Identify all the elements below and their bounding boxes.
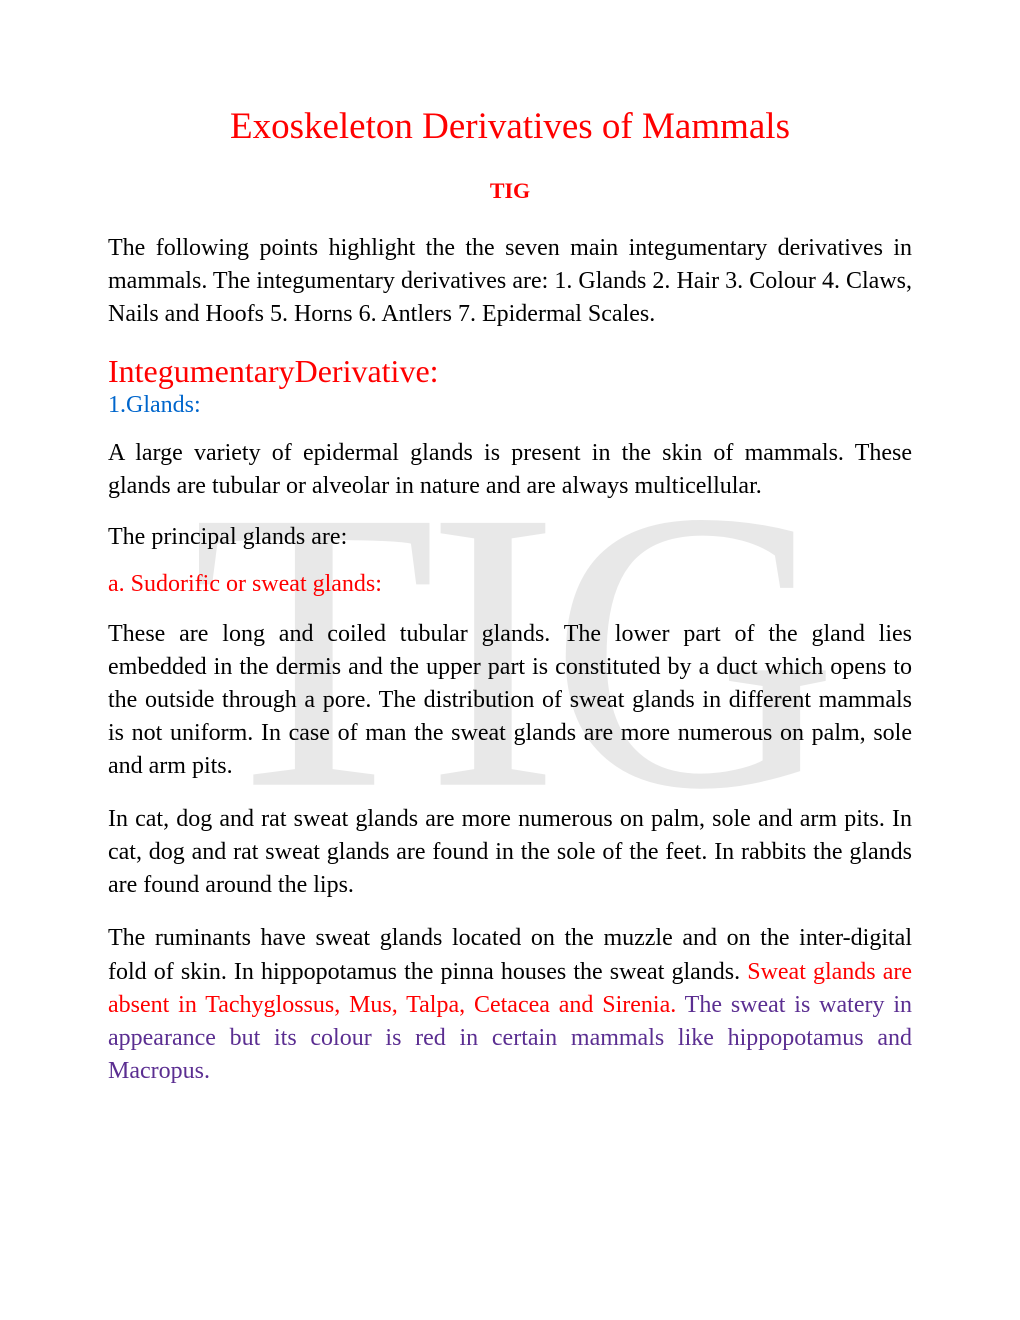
section-heading: IntegumentaryDerivative: — [108, 353, 912, 390]
sudorific-para1: These are long and coiled tubular glands… — [108, 618, 912, 784]
principal-glands-line: The principal glands are: — [108, 524, 912, 551]
glands-description: A large variety of epidermal glands is p… — [108, 437, 912, 503]
sub-heading-glands: 1.Glands: — [108, 392, 912, 419]
intro-paragraph: The following points highlight the the s… — [108, 232, 912, 331]
tig-label: TIG — [108, 178, 912, 204]
document-content: Exoskeleton Derivatives of Mammals TIG T… — [108, 105, 912, 1088]
sudorific-heading: a. Sudorific or sweat glands: — [108, 571, 912, 598]
sudorific-para3: The ruminants have sweat glands located … — [108, 922, 912, 1088]
sudorific-para2: In cat, dog and rat sweat glands are mor… — [108, 803, 912, 902]
page-title: Exoskeleton Derivatives of Mammals — [108, 105, 912, 148]
